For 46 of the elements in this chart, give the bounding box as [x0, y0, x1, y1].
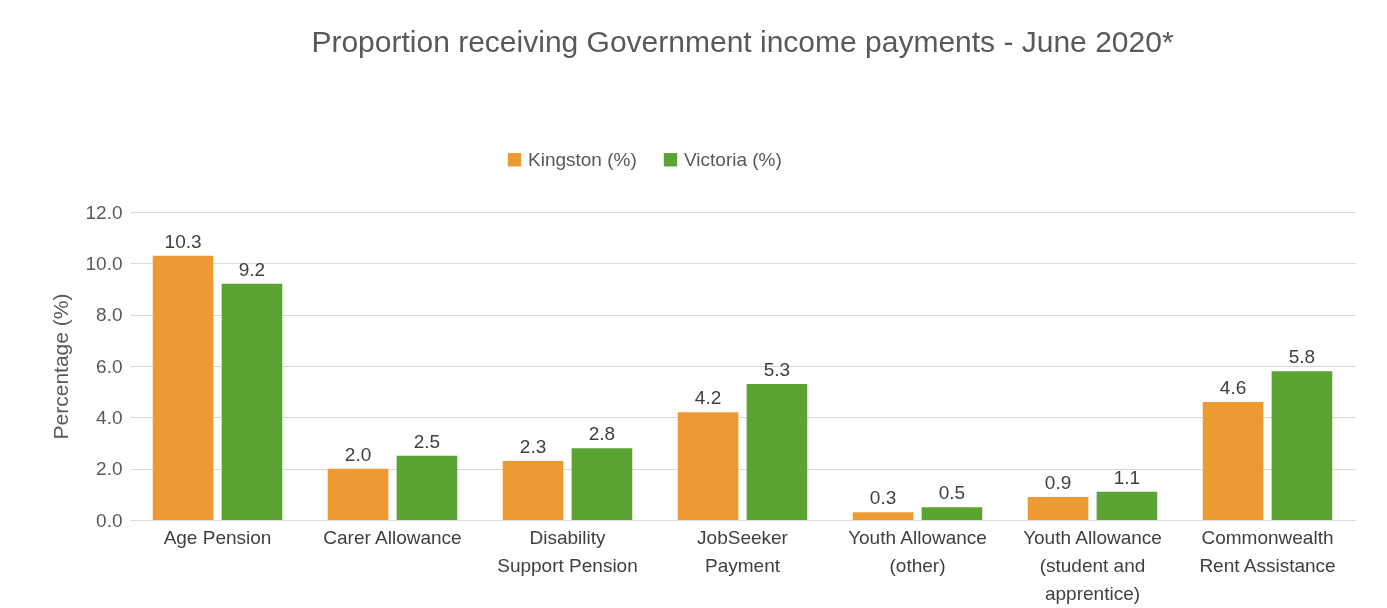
y-tick-label: 2.0	[96, 458, 123, 480]
y-tick-label: 12.0	[85, 201, 123, 223]
x-tick-label: Youth Allowance (other)	[848, 526, 987, 576]
data-label: 4.2	[694, 387, 722, 409]
y-tick-label: 4.0	[96, 406, 123, 428]
bar	[1027, 496, 1089, 520]
bar	[396, 455, 458, 520]
bar	[1202, 401, 1264, 520]
data-label: 0.3	[869, 487, 897, 509]
data-label: 5.8	[1288, 346, 1316, 368]
bar	[921, 507, 983, 520]
data-label: 2.8	[588, 423, 616, 445]
x-tick-label: Commonwealth Rent Assistance	[1199, 526, 1336, 576]
data-label: 2.3	[519, 435, 547, 457]
data-label: 4.6	[1219, 376, 1247, 398]
data-label: 2.5	[413, 430, 441, 452]
bar	[1271, 371, 1333, 520]
bar	[746, 383, 808, 520]
x-tick-label: JobSeeker Payment	[697, 526, 789, 576]
bar	[852, 512, 914, 520]
data-label: 1.1	[1113, 466, 1141, 488]
bar	[502, 460, 564, 520]
data-label: 10.3	[164, 230, 202, 252]
y-tick-label: 6.0	[96, 355, 123, 377]
y-tick-label: 10.0	[85, 252, 123, 274]
bar	[1096, 491, 1158, 520]
bar	[677, 412, 739, 520]
x-tick-label: Disability Support Pension	[497, 526, 638, 576]
bar	[571, 448, 633, 520]
legend-label: Victoria (%)	[684, 148, 782, 170]
x-tick-label: Age Pension	[163, 526, 272, 548]
bar	[221, 283, 283, 520]
data-label: 0.9	[1044, 471, 1072, 493]
bar	[327, 468, 389, 520]
data-label: 0.5	[938, 482, 966, 504]
data-label: 5.3	[763, 358, 791, 380]
data-label: 9.2	[238, 258, 266, 280]
bar	[152, 255, 214, 520]
x-tick-label: Youth Allowance (student and apprentice)	[1023, 526, 1162, 604]
y-tick-label: 8.0	[96, 304, 123, 326]
chart-title: Proportion receiving Government income payments - June 2020*	[311, 25, 1174, 58]
y-axis-title: Percentage (%)	[48, 293, 72, 440]
y-tick-label: 0.0	[96, 509, 123, 531]
legend-label: Kingston (%)	[528, 148, 637, 170]
x-tick-label: Carer Allowance	[323, 526, 462, 548]
data-label: 2.0	[344, 443, 372, 465]
